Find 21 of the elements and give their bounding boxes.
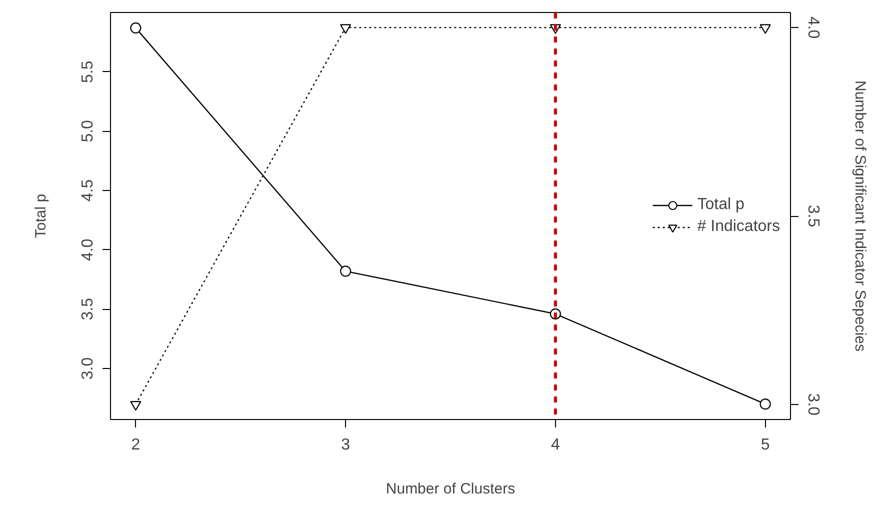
- x-tick-label: 2: [131, 436, 140, 454]
- y2-tick-label: 3.5: [804, 204, 822, 228]
- y2-axis-title: Number of Significant Indicator Sepecies: [852, 80, 868, 352]
- point: [760, 398, 771, 410]
- y-tick-label: 4.0: [80, 238, 96, 261]
- point: [340, 266, 352, 277]
- x-tick-label: 3: [341, 436, 350, 454]
- y-tick-label: 3.5: [80, 298, 96, 320]
- point: [130, 22, 142, 34]
- y-tick-label: 5.0: [80, 120, 96, 142]
- y-tick-label: 5.5: [80, 60, 96, 83]
- y2-tick-label: 3.0: [804, 393, 822, 416]
- y2-tick-label: 4.0: [804, 16, 822, 39]
- y-tick-label: 3.0: [80, 357, 96, 380]
- legend-label: # Indicators: [697, 218, 780, 236]
- y-axis-title: Total p: [32, 194, 50, 238]
- legend-label: Total p: [697, 196, 744, 214]
- x-axis-title: Number of Clusters: [386, 480, 516, 498]
- x-tick-label: 5: [760, 436, 770, 454]
- x-tick-label: 4: [550, 436, 560, 454]
- y-tick-label: 4.5: [80, 179, 96, 202]
